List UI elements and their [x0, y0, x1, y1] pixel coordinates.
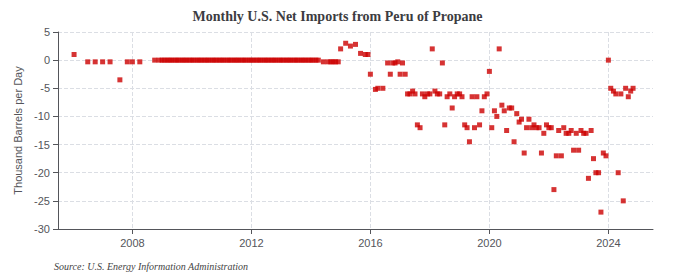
svg-text:5: 5 — [44, 26, 50, 38]
svg-text:0: 0 — [44, 54, 50, 66]
svg-text:2012: 2012 — [239, 237, 263, 249]
svg-text:2008: 2008 — [120, 237, 144, 249]
svg-text:-30: -30 — [34, 223, 50, 235]
svg-text:Source: U.S. Energy Informatio: Source: U.S. Energy Information Administ… — [54, 261, 248, 272]
svg-text:2020: 2020 — [477, 237, 501, 249]
svg-text:2024: 2024 — [596, 237, 620, 249]
svg-text:2016: 2016 — [358, 237, 382, 249]
svg-text:-5: -5 — [40, 82, 50, 94]
svg-text:-20: -20 — [34, 167, 50, 179]
svg-text:-15: -15 — [34, 139, 50, 151]
svg-text:-25: -25 — [34, 195, 50, 207]
svg-text:Thousand Barrels per Day: Thousand Barrels per Day — [12, 66, 24, 195]
svg-text:Monthly U.S. Net Imports from: Monthly U.S. Net Imports from Peru of Pr… — [193, 9, 483, 24]
svg-text:-10: -10 — [34, 110, 50, 122]
